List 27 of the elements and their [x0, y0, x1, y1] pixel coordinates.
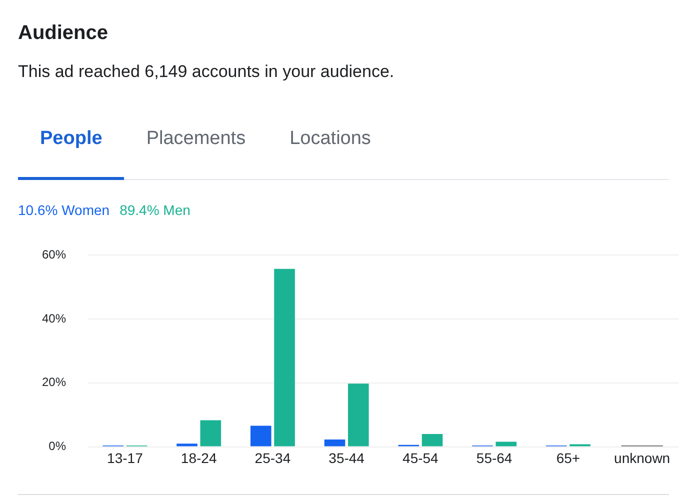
text: Locations — [288, 127, 372, 151]
x-tick-label: 25-34 — [254, 450, 291, 466]
bar — [496, 442, 517, 446]
chart-title: Audience — [18, 22, 108, 45]
bar — [176, 444, 198, 446]
text: 89.4% Men — [120, 202, 190, 218]
y-tick-label: 40% — [42, 311, 66, 326]
x-tick-label: 35-44 — [328, 450, 365, 466]
y-tick-label: 60% — [42, 248, 66, 262]
bar — [422, 434, 443, 446]
x-tick-label: 45-54 — [402, 450, 439, 466]
bar — [324, 439, 346, 446]
y-tick-label: 20% — [42, 375, 66, 390]
x-tick-label: unknown — [614, 450, 670, 466]
text: Placements — [145, 127, 247, 151]
x-tick-label: 18-24 — [180, 450, 217, 466]
text: 10.6% Women — [18, 202, 110, 218]
x-tick-label: 65+ — [556, 450, 580, 466]
x-tick-label: 55-64 — [476, 450, 512, 466]
bar — [250, 426, 272, 446]
bar — [274, 268, 295, 446]
bar — [348, 384, 369, 446]
text: People — [18, 126, 124, 180]
bar — [200, 420, 222, 446]
x-tick-label: 13-17 — [107, 450, 144, 466]
y-tick-label: 0% — [48, 439, 66, 454]
chart-subtitle: This ad reached 6,149 accounts in your audience. — [18, 62, 394, 82]
